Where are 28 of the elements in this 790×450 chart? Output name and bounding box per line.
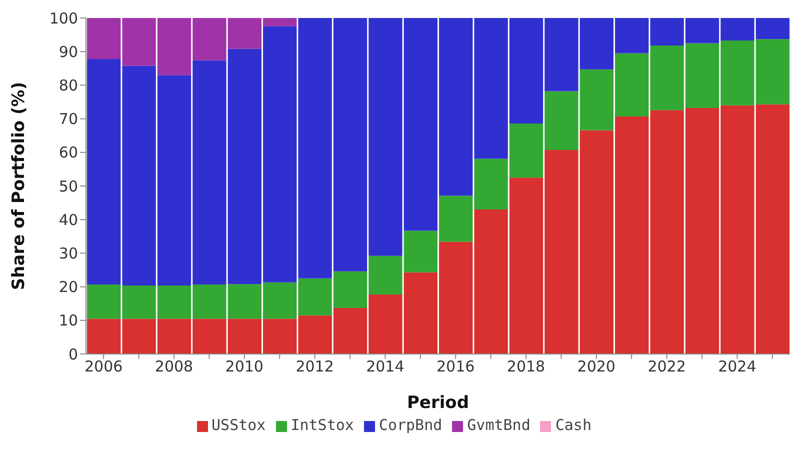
- y-tick-label: 0: [68, 345, 78, 364]
- y-tick-label: 30: [58, 244, 78, 263]
- y-tick-label: 40: [58, 210, 78, 229]
- x-tick-label: 2010: [225, 358, 264, 376]
- legend-label: USStox: [212, 416, 266, 434]
- y-tick-label: 20: [58, 278, 78, 296]
- x-tick-label: 2006: [84, 358, 123, 376]
- x-tick-label: 2018: [506, 358, 546, 376]
- y-tick-label: 10: [58, 312, 78, 330]
- legend-label: IntStox: [290, 416, 354, 434]
- legend-label: GvmtBnd: [467, 416, 530, 434]
- x-tick-label: 2014: [366, 358, 404, 376]
- y-tick-label: 70: [58, 110, 78, 128]
- y-tick-label: 50: [58, 177, 78, 196]
- x-tick-label: 2022: [648, 358, 686, 376]
- y-tick-label: 100: [49, 9, 78, 28]
- y-tick-label: 60: [58, 144, 78, 162]
- x-tick-label: 2024: [718, 358, 756, 376]
- x-axis-title: Period: [406, 393, 470, 413]
- y-axis-title: Share of Portfolio (%): [9, 82, 30, 290]
- y-tick-label: 90: [58, 42, 78, 61]
- y-tick-label: 80: [58, 76, 78, 95]
- legend-label: CorpBnd: [378, 416, 442, 434]
- legend-label: Cash: [555, 416, 592, 434]
- x-tick-label: 2020: [577, 358, 616, 376]
- x-tick-label: 2008: [154, 358, 194, 376]
- x-tick-label: 2016: [436, 358, 475, 376]
- x-tick-label: 2012: [296, 358, 334, 376]
